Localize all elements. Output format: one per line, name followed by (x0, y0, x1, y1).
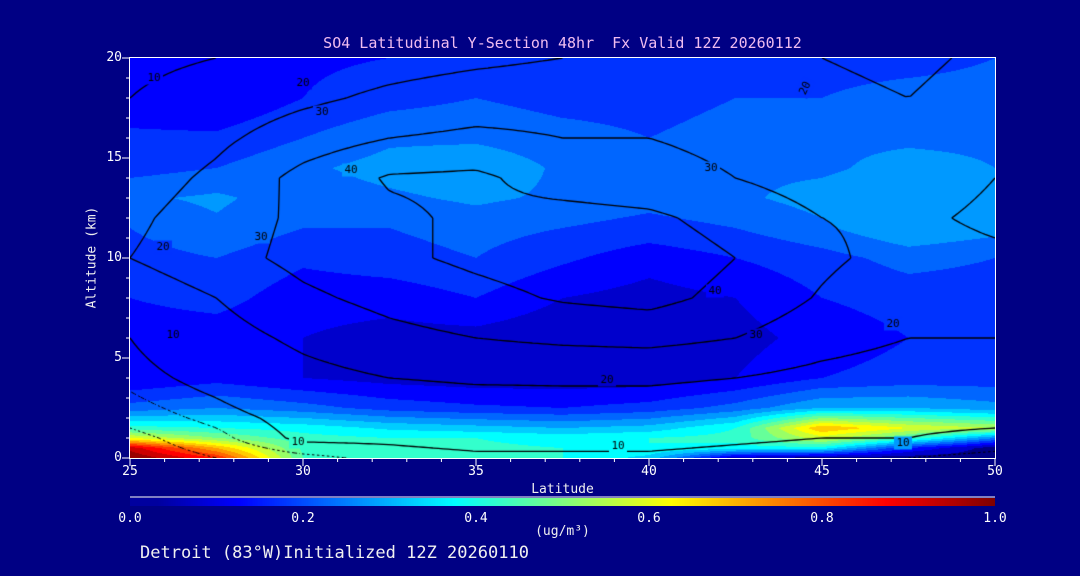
x-tick-label: 35 (468, 464, 484, 479)
colorbar (130, 498, 995, 506)
x-tick-label: 50 (987, 464, 1003, 479)
colorbar-tick-label: 0.6 (637, 511, 661, 526)
contour-plot-canvas (130, 58, 995, 458)
y-tick-label: 20 (106, 50, 122, 65)
colorbar-tick-label: 0.2 (291, 511, 315, 526)
colorbar-tick-label: 1.0 (983, 511, 1007, 526)
x-tick-label: 30 (295, 464, 311, 479)
colorbar-tick-label: 0.8 (810, 511, 834, 526)
colorbar-tick-label: 0.0 (118, 511, 142, 526)
x-tick-label: 25 (122, 464, 138, 479)
page-title: SO4 Latitudinal Y-Section 48hr Fx Valid … (323, 34, 802, 52)
y-tick-label: 10 (106, 250, 122, 265)
colorbar-units: (ug/m³) (535, 524, 590, 539)
y-tick-label: 5 (114, 350, 122, 365)
x-tick-label: 45 (814, 464, 830, 479)
y-tick-label: 0 (114, 450, 122, 465)
colorbar-tick-label: 0.4 (464, 511, 488, 526)
x-tick-label: 40 (641, 464, 657, 479)
footer-annotation: Detroit (83°W)Initialized 12Z 20260110 (140, 543, 529, 563)
y-tick-label: 15 (106, 150, 122, 165)
x-axis-title: Latitude (531, 482, 594, 497)
